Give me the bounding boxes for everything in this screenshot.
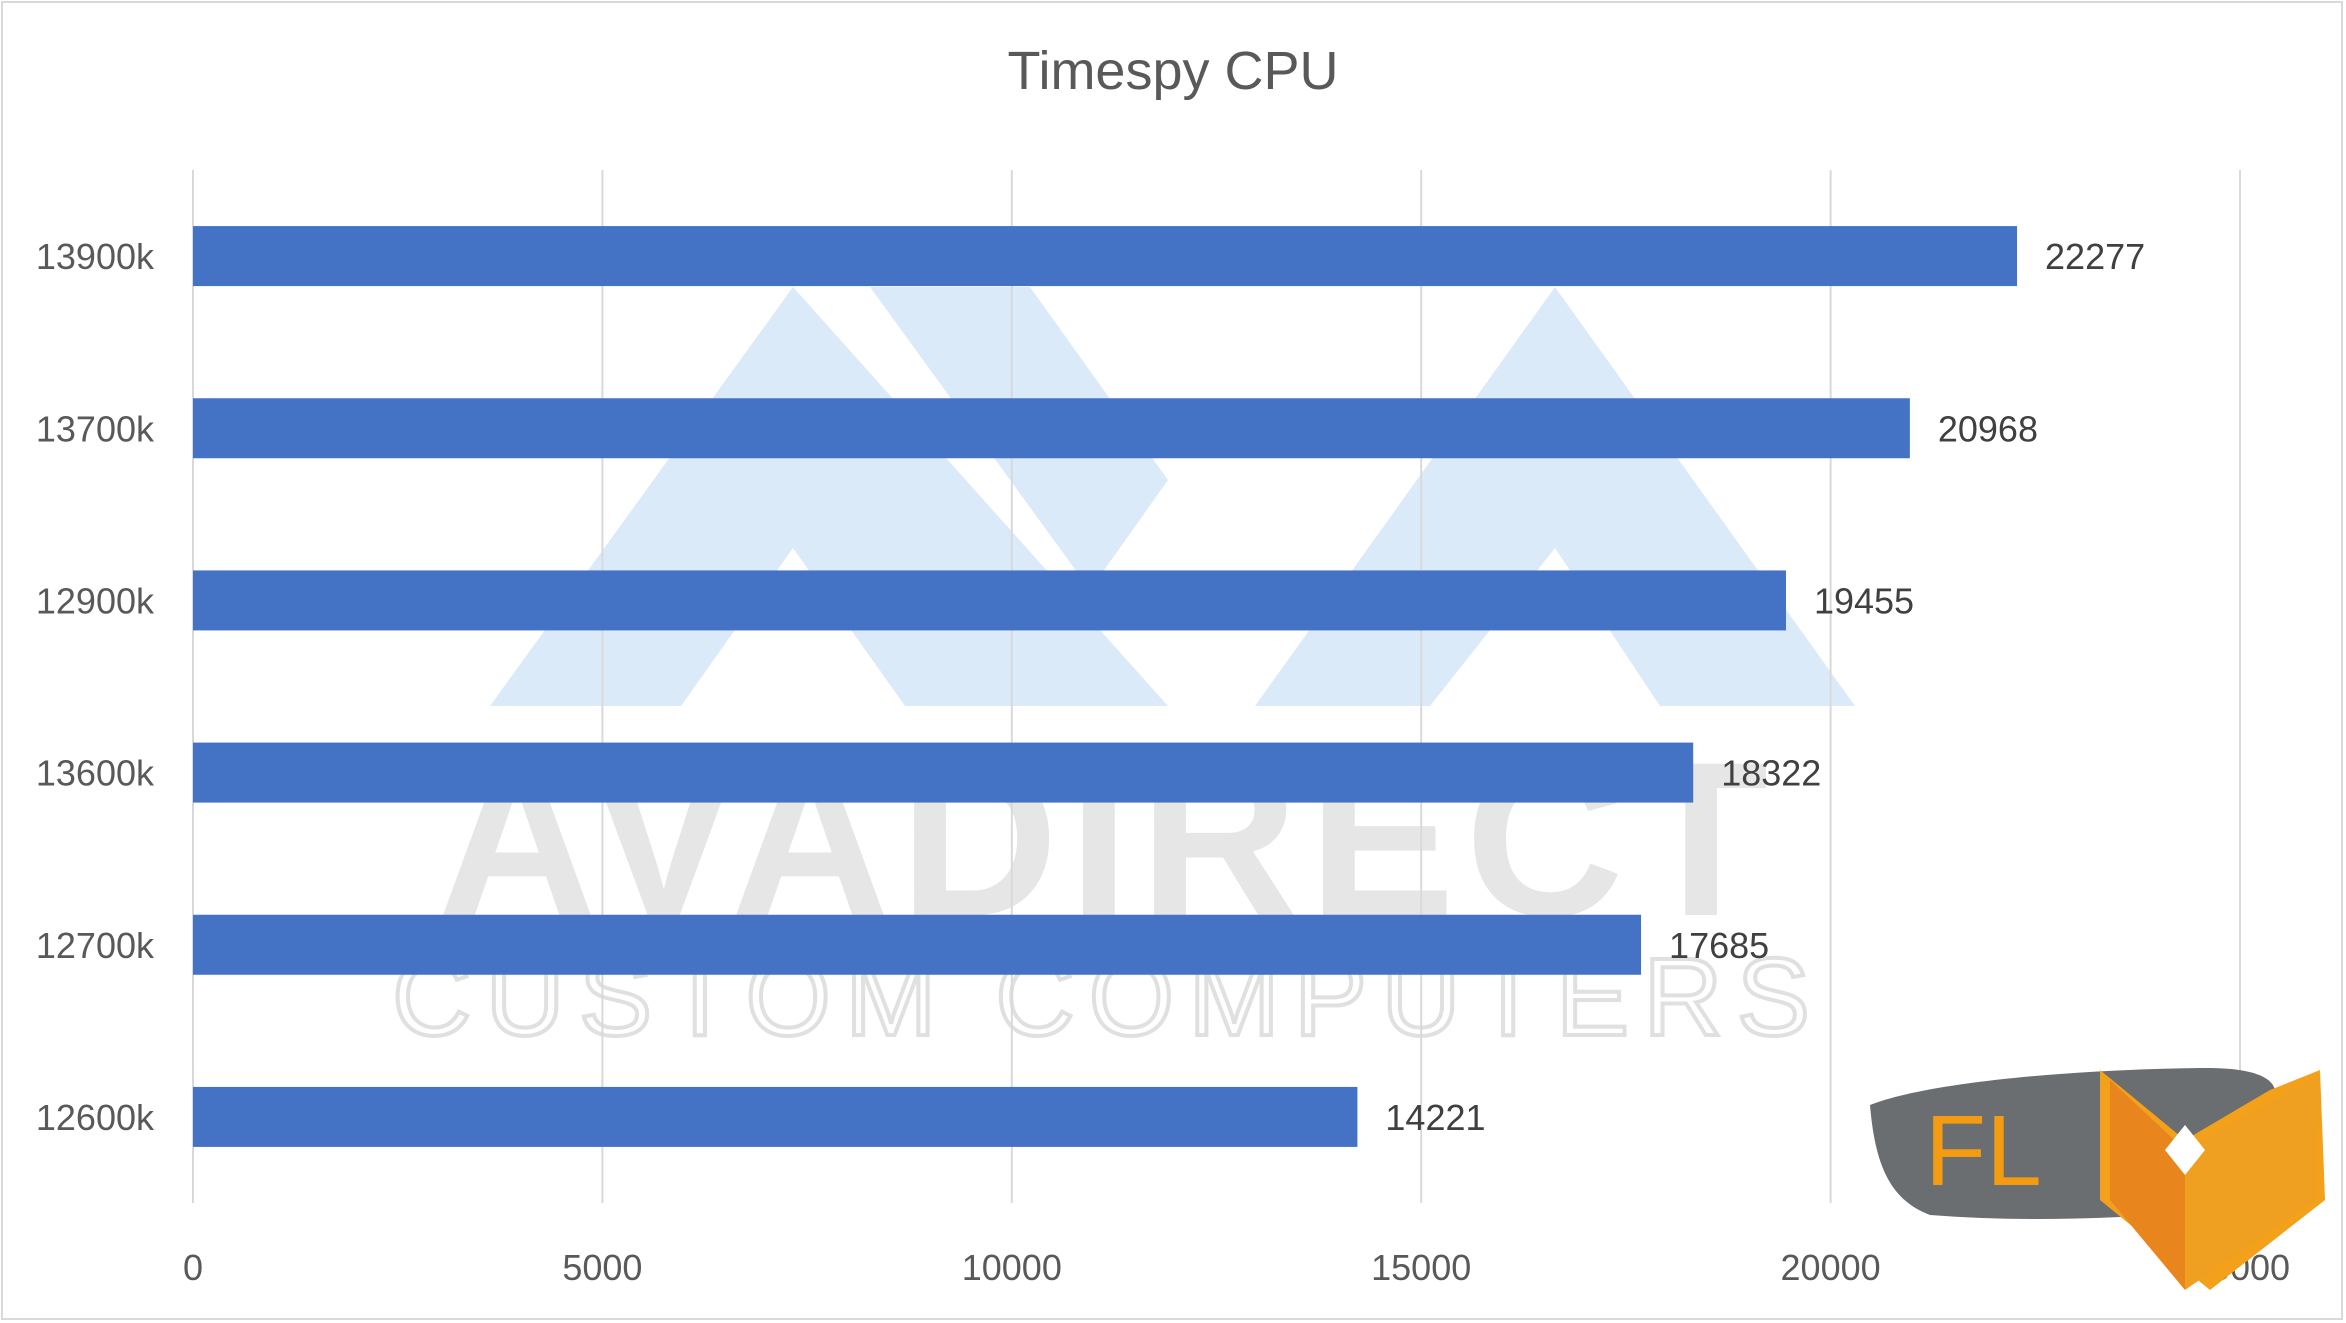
x-tick-label: 0 bbox=[183, 1247, 203, 1288]
x-tick-label: 5000 bbox=[562, 1247, 642, 1288]
category-label: 12600k bbox=[36, 1097, 155, 1138]
x-tick-labels: 0 5000 10000 15000 20000 25000 bbox=[183, 1247, 2290, 1288]
bars bbox=[193, 226, 2018, 1147]
x-tick-label: 10000 bbox=[962, 1247, 1062, 1288]
data-labels: 22277 20968 19455 18322 17685 14221 bbox=[1385, 236, 2145, 1138]
data-label: 22277 bbox=[2045, 236, 2145, 277]
bar-13600k bbox=[193, 742, 1694, 803]
data-label: 19455 bbox=[1814, 580, 1914, 621]
fl-corner-logo: FL bbox=[1870, 1067, 2325, 1290]
data-label: 14221 bbox=[1385, 1097, 1485, 1138]
svg-text:FL: FL bbox=[1925, 1095, 2042, 1207]
category-label: 13900k bbox=[36, 236, 155, 277]
bar-12700k bbox=[193, 914, 1642, 975]
category-labels: 13900k 13700k 12900k 13600k 12700k 12600k bbox=[36, 236, 155, 1138]
data-label: 20968 bbox=[1938, 408, 2038, 449]
x-tick-label: 15000 bbox=[1371, 1247, 1471, 1288]
category-label: 13700k bbox=[36, 408, 155, 449]
bar-12600k bbox=[193, 1086, 1358, 1147]
bar-13700k bbox=[193, 398, 1910, 459]
category-label: 12900k bbox=[36, 580, 155, 621]
category-label: 13600k bbox=[36, 753, 155, 794]
category-label: 12700k bbox=[36, 925, 155, 966]
bar-13900k bbox=[193, 226, 2018, 287]
gridlines bbox=[192, 170, 2241, 1203]
data-label: 18322 bbox=[1721, 753, 1821, 794]
chart-title: Timespy CPU bbox=[1007, 41, 1339, 101]
bar-12900k bbox=[193, 570, 1786, 631]
x-tick-label: 20000 bbox=[1781, 1247, 1881, 1288]
data-label: 17685 bbox=[1669, 925, 1769, 966]
